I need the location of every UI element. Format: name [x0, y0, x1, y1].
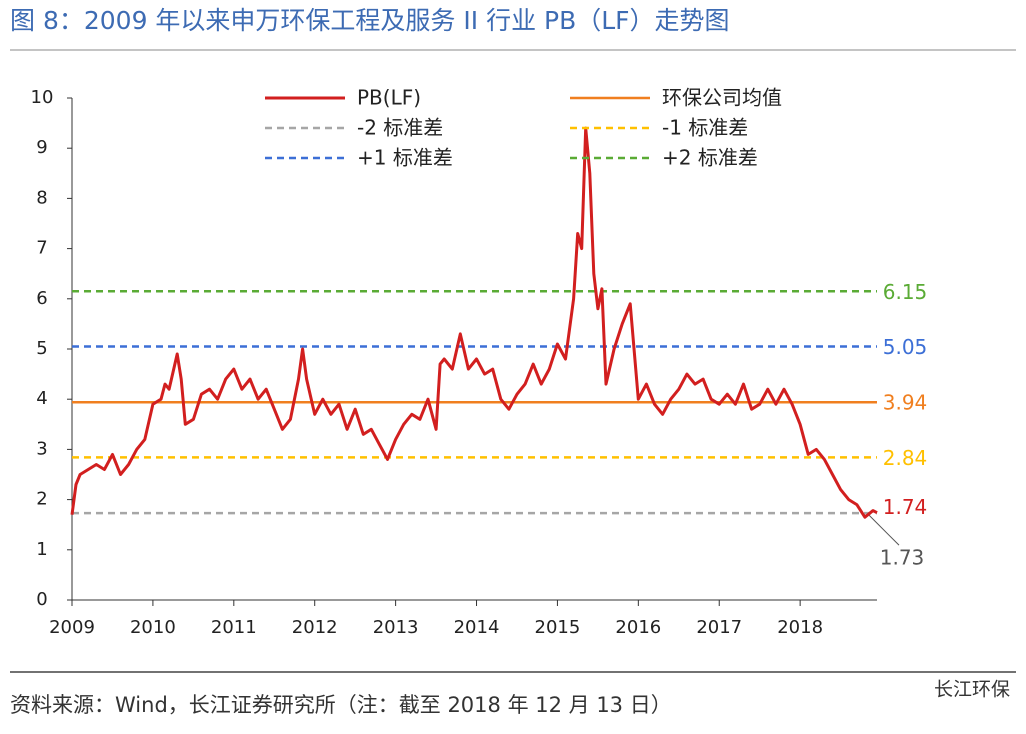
reference-value: 6.15 — [883, 280, 928, 304]
x-tick-label: 2014 — [454, 617, 500, 638]
reference-value: 2.84 — [883, 446, 928, 470]
x-tick-label: 2009 — [49, 617, 95, 638]
x-tick-label: 2017 — [696, 617, 742, 638]
legend-label: PB(LF) — [357, 86, 421, 110]
legend-label: +1 标准差 — [357, 146, 453, 170]
legend-label: 环保公司均值 — [662, 86, 782, 110]
y-tick-label: 0 — [36, 589, 47, 610]
chart-title: 图 8：2009 年以来申万环保工程及服务 II 行业 PB（LF）走势图 — [10, 6, 730, 35]
x-tick-label: 2018 — [777, 617, 823, 638]
x-tick-label: 2015 — [535, 617, 581, 638]
y-tick-label: 1 — [36, 539, 47, 560]
y-tick-label: 4 — [36, 388, 47, 409]
x-tick-label: 2010 — [130, 617, 176, 638]
x-tick-label: 2016 — [615, 617, 661, 638]
x-tick-label: 2013 — [373, 617, 419, 638]
y-tick-label: 8 — [36, 187, 47, 208]
y-tick-label: 3 — [36, 438, 47, 459]
y-tick-label: 9 — [36, 137, 47, 158]
y-tick-label: 7 — [36, 238, 47, 259]
source: 资料来源：Wind，长江证券研究所（注：截至 2018 年 12 月 13 日） — [10, 693, 672, 717]
legend-label: -1 标准差 — [662, 116, 748, 140]
legend-label: +2 标准差 — [662, 146, 758, 170]
y-tick-label: 2 — [36, 489, 47, 510]
reference-value: 1.73 — [880, 546, 925, 570]
reference-value: 5.05 — [883, 335, 928, 359]
reference-value: 3.94 — [883, 391, 928, 415]
x-tick-label: 2011 — [211, 617, 257, 638]
y-tick-label: 10 — [31, 87, 54, 108]
x-tick-label: 2012 — [292, 617, 338, 638]
series-line — [70, 126, 878, 519]
y-tick-label: 6 — [36, 288, 47, 309]
callout-pointer — [868, 514, 900, 546]
watermark: 长江环保 — [934, 679, 1010, 701]
last-value-label: 1.74 — [883, 495, 928, 519]
y-tick-label: 5 — [36, 338, 47, 359]
legend-label: -2 标准差 — [357, 116, 443, 140]
